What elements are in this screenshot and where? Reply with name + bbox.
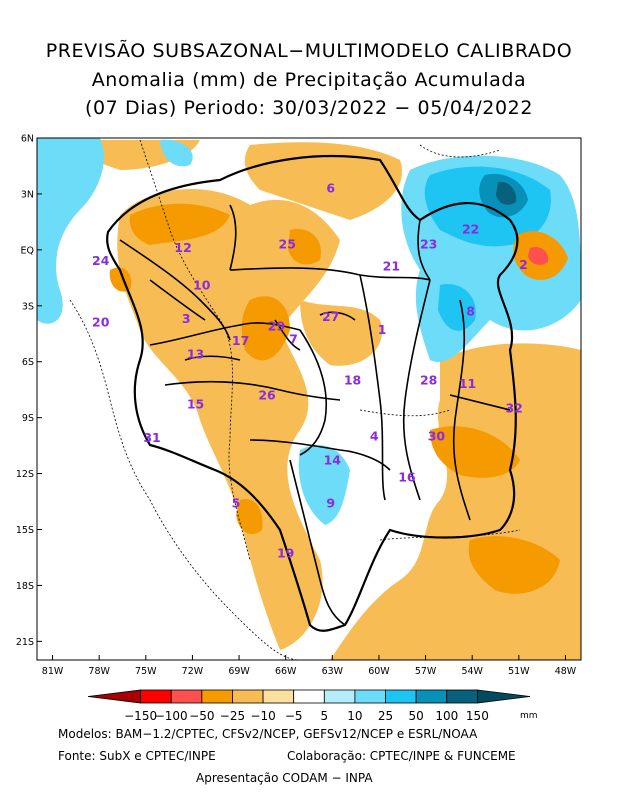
colorbar-legend: −150−100 −50 −25 −10 −5 5 10 25 50 100 150 mm <box>87 689 538 723</box>
footer-source: Fonte: SubX e CPTEC/INPE <box>58 749 216 763</box>
lon-tick-label: 63W <box>322 666 344 677</box>
colorbar-cell <box>476 689 531 704</box>
colorbar-label: 5 <box>320 709 328 723</box>
basin-label-20: 20 <box>92 315 110 330</box>
colorbar-cell <box>293 689 325 704</box>
basin-label-30: 30 <box>428 428 446 443</box>
lat-tick-label: 6S <box>22 357 34 368</box>
colorbar-cell <box>354 689 386 704</box>
lat-tick-label: 3S <box>22 301 34 312</box>
basin-label-31: 31 <box>143 430 160 445</box>
basin-label-10: 10 <box>193 277 211 292</box>
map-title-line-2: Anomalia (mm) de Precipitação Acumulada <box>91 69 527 91</box>
basin-label-13: 13 <box>187 346 204 361</box>
colorbar-cell <box>446 689 478 704</box>
basin-label-6: 6 <box>326 180 335 195</box>
map-title-line-3: (07 Dias) Periodo: 30/03/2022 − 05/04/20… <box>84 97 534 119</box>
lon-tick-label: 51W <box>508 666 530 677</box>
lon-tick-label: 72W <box>182 666 204 677</box>
basin-label-9: 9 <box>326 495 335 510</box>
lat-tick-label: 12S <box>16 469 34 480</box>
basin-label-24: 24 <box>92 253 110 268</box>
basin-label-14: 14 <box>324 453 342 468</box>
colorbar-label: −10 <box>250 709 275 723</box>
basin-label-21: 21 <box>383 259 400 274</box>
colorbar-cell <box>262 689 295 704</box>
colorbar-label: −5 <box>285 709 303 723</box>
basin-boundaries <box>69 139 521 660</box>
basin-label-23: 23 <box>420 236 437 251</box>
basin-label-22: 22 <box>462 221 479 236</box>
basin-label-2: 2 <box>519 257 528 272</box>
colorbar-label: −50 <box>189 709 214 723</box>
colorbar-cell <box>201 689 233 704</box>
basin-label-12: 12 <box>174 240 191 255</box>
lat-tick-label: EQ <box>21 245 34 256</box>
basin-label-15: 15 <box>187 397 204 412</box>
latitude-axis: 6N 3N EQ 3S 6S 9S 12S 15S 18S 21S <box>16 134 42 648</box>
colorbar-label: −150 <box>124 709 157 723</box>
colorbar-label: 100 <box>435 709 458 723</box>
colorbar-label: 10 <box>347 709 362 723</box>
lat-tick-label: 18S <box>16 581 34 592</box>
basin-label-32: 32 <box>505 400 522 415</box>
colorbar-cell <box>170 689 203 704</box>
lon-tick-label: 66W <box>275 666 297 677</box>
lon-tick-label: 57W <box>415 666 437 677</box>
map-title-line-1: PREVISÃO SUBSAZONAL−MULTIMODELO CALIBRAD… <box>45 40 573 62</box>
colorbar-cell <box>323 689 356 704</box>
anomaly-field <box>37 138 581 660</box>
colorbar-cell <box>87 689 142 704</box>
basin-label-5: 5 <box>232 495 241 510</box>
map-frame <box>36 137 582 661</box>
basin-label-16: 16 <box>398 469 416 484</box>
basin-label-4: 4 <box>370 428 379 443</box>
colorbar-label: 150 <box>466 709 489 723</box>
basin-label-3: 3 <box>182 311 191 326</box>
lat-tick-label: 15S <box>16 525 34 536</box>
lon-tick-label: 81W <box>42 666 64 677</box>
lat-tick-label: 6N <box>21 134 34 145</box>
footer-models: Modelos: BAM−1.2/CPTEC, CFSv2/NCEP, GEFS… <box>58 727 478 741</box>
lon-tick-label: 60W <box>368 666 390 677</box>
longitude-axis: 81W 78W 75W 72W 69W 66W 63W 60W 57W 54W 51W 48W <box>42 655 577 677</box>
basin-label-29: 29 <box>268 318 285 333</box>
lon-tick-label: 69W <box>228 666 250 677</box>
lon-tick-label: 75W <box>135 666 157 677</box>
colorbar-label: 50 <box>409 709 424 723</box>
footer-presentation: Apresentação CODAM − INPA <box>196 771 373 785</box>
colorbar-label: 25 <box>378 709 393 723</box>
colorbar-label: −25 <box>220 709 245 723</box>
lat-tick-label: 9S <box>22 413 34 424</box>
basin-label-19: 19 <box>277 546 294 561</box>
lat-tick-label: 3N <box>21 189 34 200</box>
basin-label-26: 26 <box>258 387 276 402</box>
colorbar-cell <box>415 689 448 704</box>
colorbar-cell <box>232 689 264 704</box>
colorbar-label: −100 <box>155 709 188 723</box>
lon-tick-label: 48W <box>555 666 577 677</box>
basin-label-7: 7 <box>289 331 298 346</box>
footer-collaboration: Colaboração: CPTEC/INPE & FUNCEME <box>287 749 516 763</box>
basin-label-8: 8 <box>466 303 475 318</box>
lon-tick-label: 54W <box>461 666 483 677</box>
basin-label-18: 18 <box>344 372 361 387</box>
basin-label-28: 28 <box>420 372 437 387</box>
colorbar-unit: mm <box>520 711 538 721</box>
basin-label-25: 25 <box>279 236 296 251</box>
basin-label-27: 27 <box>322 309 339 324</box>
lat-tick-label: 21S <box>16 637 34 648</box>
basin-label-1: 1 <box>378 322 387 337</box>
colorbar-cell <box>385 689 417 704</box>
basin-label-11: 11 <box>459 376 476 391</box>
basin-labels: 1234567891011121314151617181920212223242… <box>92 180 528 560</box>
basin-label-17: 17 <box>232 333 249 348</box>
colorbar-cell <box>140 689 172 704</box>
lon-tick-label: 78W <box>88 666 110 677</box>
